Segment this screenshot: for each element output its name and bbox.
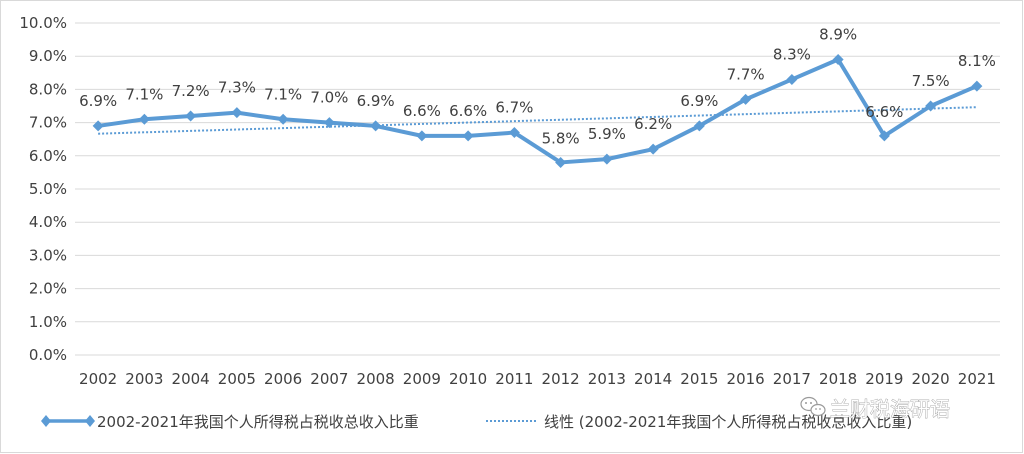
x-tick-label: 2005 [218,370,256,388]
data-point [138,113,150,125]
data-point [555,156,567,168]
x-tick-label: 2020 [912,370,950,388]
x-tick-label: 2003 [125,370,163,388]
x-tick-label: 2013 [588,370,626,388]
data-label: 7.1% [264,85,302,103]
x-tick-label: 2017 [773,370,811,388]
data-label: 6.9% [357,92,395,110]
data-label: 8.1% [958,52,996,70]
y-tick-label: 8.0% [29,80,67,98]
data-label: 6.7% [495,99,533,117]
data-point [878,130,890,142]
y-tick-label: 1.0% [29,313,67,331]
legend: 2002-2021年我国个人所得税占税收总收入比重 线性 (2002-2021年… [41,413,912,431]
data-point [693,120,705,132]
y-tick-label: 2.0% [29,280,67,298]
data-label: 7.1% [125,85,163,103]
data-label: 5.9% [588,125,626,143]
data-label: 6.6% [865,103,903,121]
legend-series-label: 2002-2021年我国个人所得税占税收总收入比重 [97,413,419,431]
data-point [185,110,197,122]
y-axis-ticks: 0.0% 1.0% 2.0% 3.0% 4.0% 5.0% 6.0% 7.0% 8.0% 9.0%… [19,14,67,364]
watermark: 兰财税海研语 [800,396,950,421]
data-point [786,73,798,85]
series-line [96,57,979,165]
data-point [971,80,983,92]
trendline [98,106,977,135]
data-label: 6.6% [403,102,441,120]
y-tick-label: 10.0% [19,14,67,32]
y-tick-label: 0.0% [29,346,67,364]
gridlines [75,22,1000,356]
x-tick-label: 2010 [449,370,487,388]
data-label: 7.7% [727,65,765,83]
x-tick-label: 2019 [865,370,903,388]
data-label: 7.3% [218,79,256,97]
y-tick-label: 6.0% [29,147,67,165]
x-tick-label: 2002 [79,370,117,388]
legend-series-marker [41,415,51,427]
data-label: 7.5% [912,72,950,90]
data-label: 8.9% [819,26,857,44]
data-label: 7.2% [172,82,210,100]
watermark-text: 兰财税海研语 [830,397,950,421]
data-label: 5.8% [542,129,580,147]
x-tick-label: 2014 [634,370,672,388]
x-tick-label: 2021 [958,370,996,388]
x-tick-label: 2018 [819,370,857,388]
y-tick-label: 7.0% [29,114,67,132]
wechat-icon [800,396,826,417]
x-tick-label: 2006 [264,370,302,388]
series-markers [92,54,983,168]
x-tick-label: 2016 [727,370,765,388]
data-label: 6.9% [79,92,117,110]
data-point [925,100,937,112]
data-point [832,54,844,66]
data-point [740,93,752,105]
data-point [92,120,104,132]
series [96,57,979,165]
x-tick-label: 2009 [403,370,441,388]
y-tick-label: 3.0% [29,246,67,264]
y-tick-label: 4.0% [29,213,67,231]
data-label: 6.9% [680,92,718,110]
legend-trendline-label: 线性 (2002-2021年我国个人所得税占税收总收入比重) [544,413,912,431]
data-point [647,143,659,155]
data-label: 6.6% [449,102,487,120]
x-tick-label: 2011 [495,370,533,388]
x-tick-label: 2012 [542,370,580,388]
y-tick-label: 5.0% [29,180,67,198]
legend-series-marker [85,415,95,427]
data-point [508,127,520,139]
data-label: 7.0% [310,89,348,107]
data-point [231,107,243,119]
x-tick-label: 2015 [680,370,718,388]
data-point [462,130,474,142]
data-label: 8.3% [773,45,811,63]
y-tick-label: 9.0% [29,47,67,65]
trendline-line [98,106,977,135]
data-point [416,130,428,142]
data-point [323,117,335,129]
x-tick-label: 2008 [357,370,395,388]
x-tick-label: 2007 [310,370,348,388]
x-axis-ticks: 2002 2003 2004 2005 2006 2007 2008 2009 2010 2011… [79,370,996,388]
data-point [601,153,613,165]
data-point [277,113,289,125]
data-label: 6.2% [634,115,672,133]
x-tick-label: 2004 [172,370,210,388]
data-labels: 6.9% 7.1% 7.2% 7.3% 7.1% 7.0% 6.9% 6.6% 6.6% 6.7%… [79,26,996,148]
data-point [370,120,382,132]
